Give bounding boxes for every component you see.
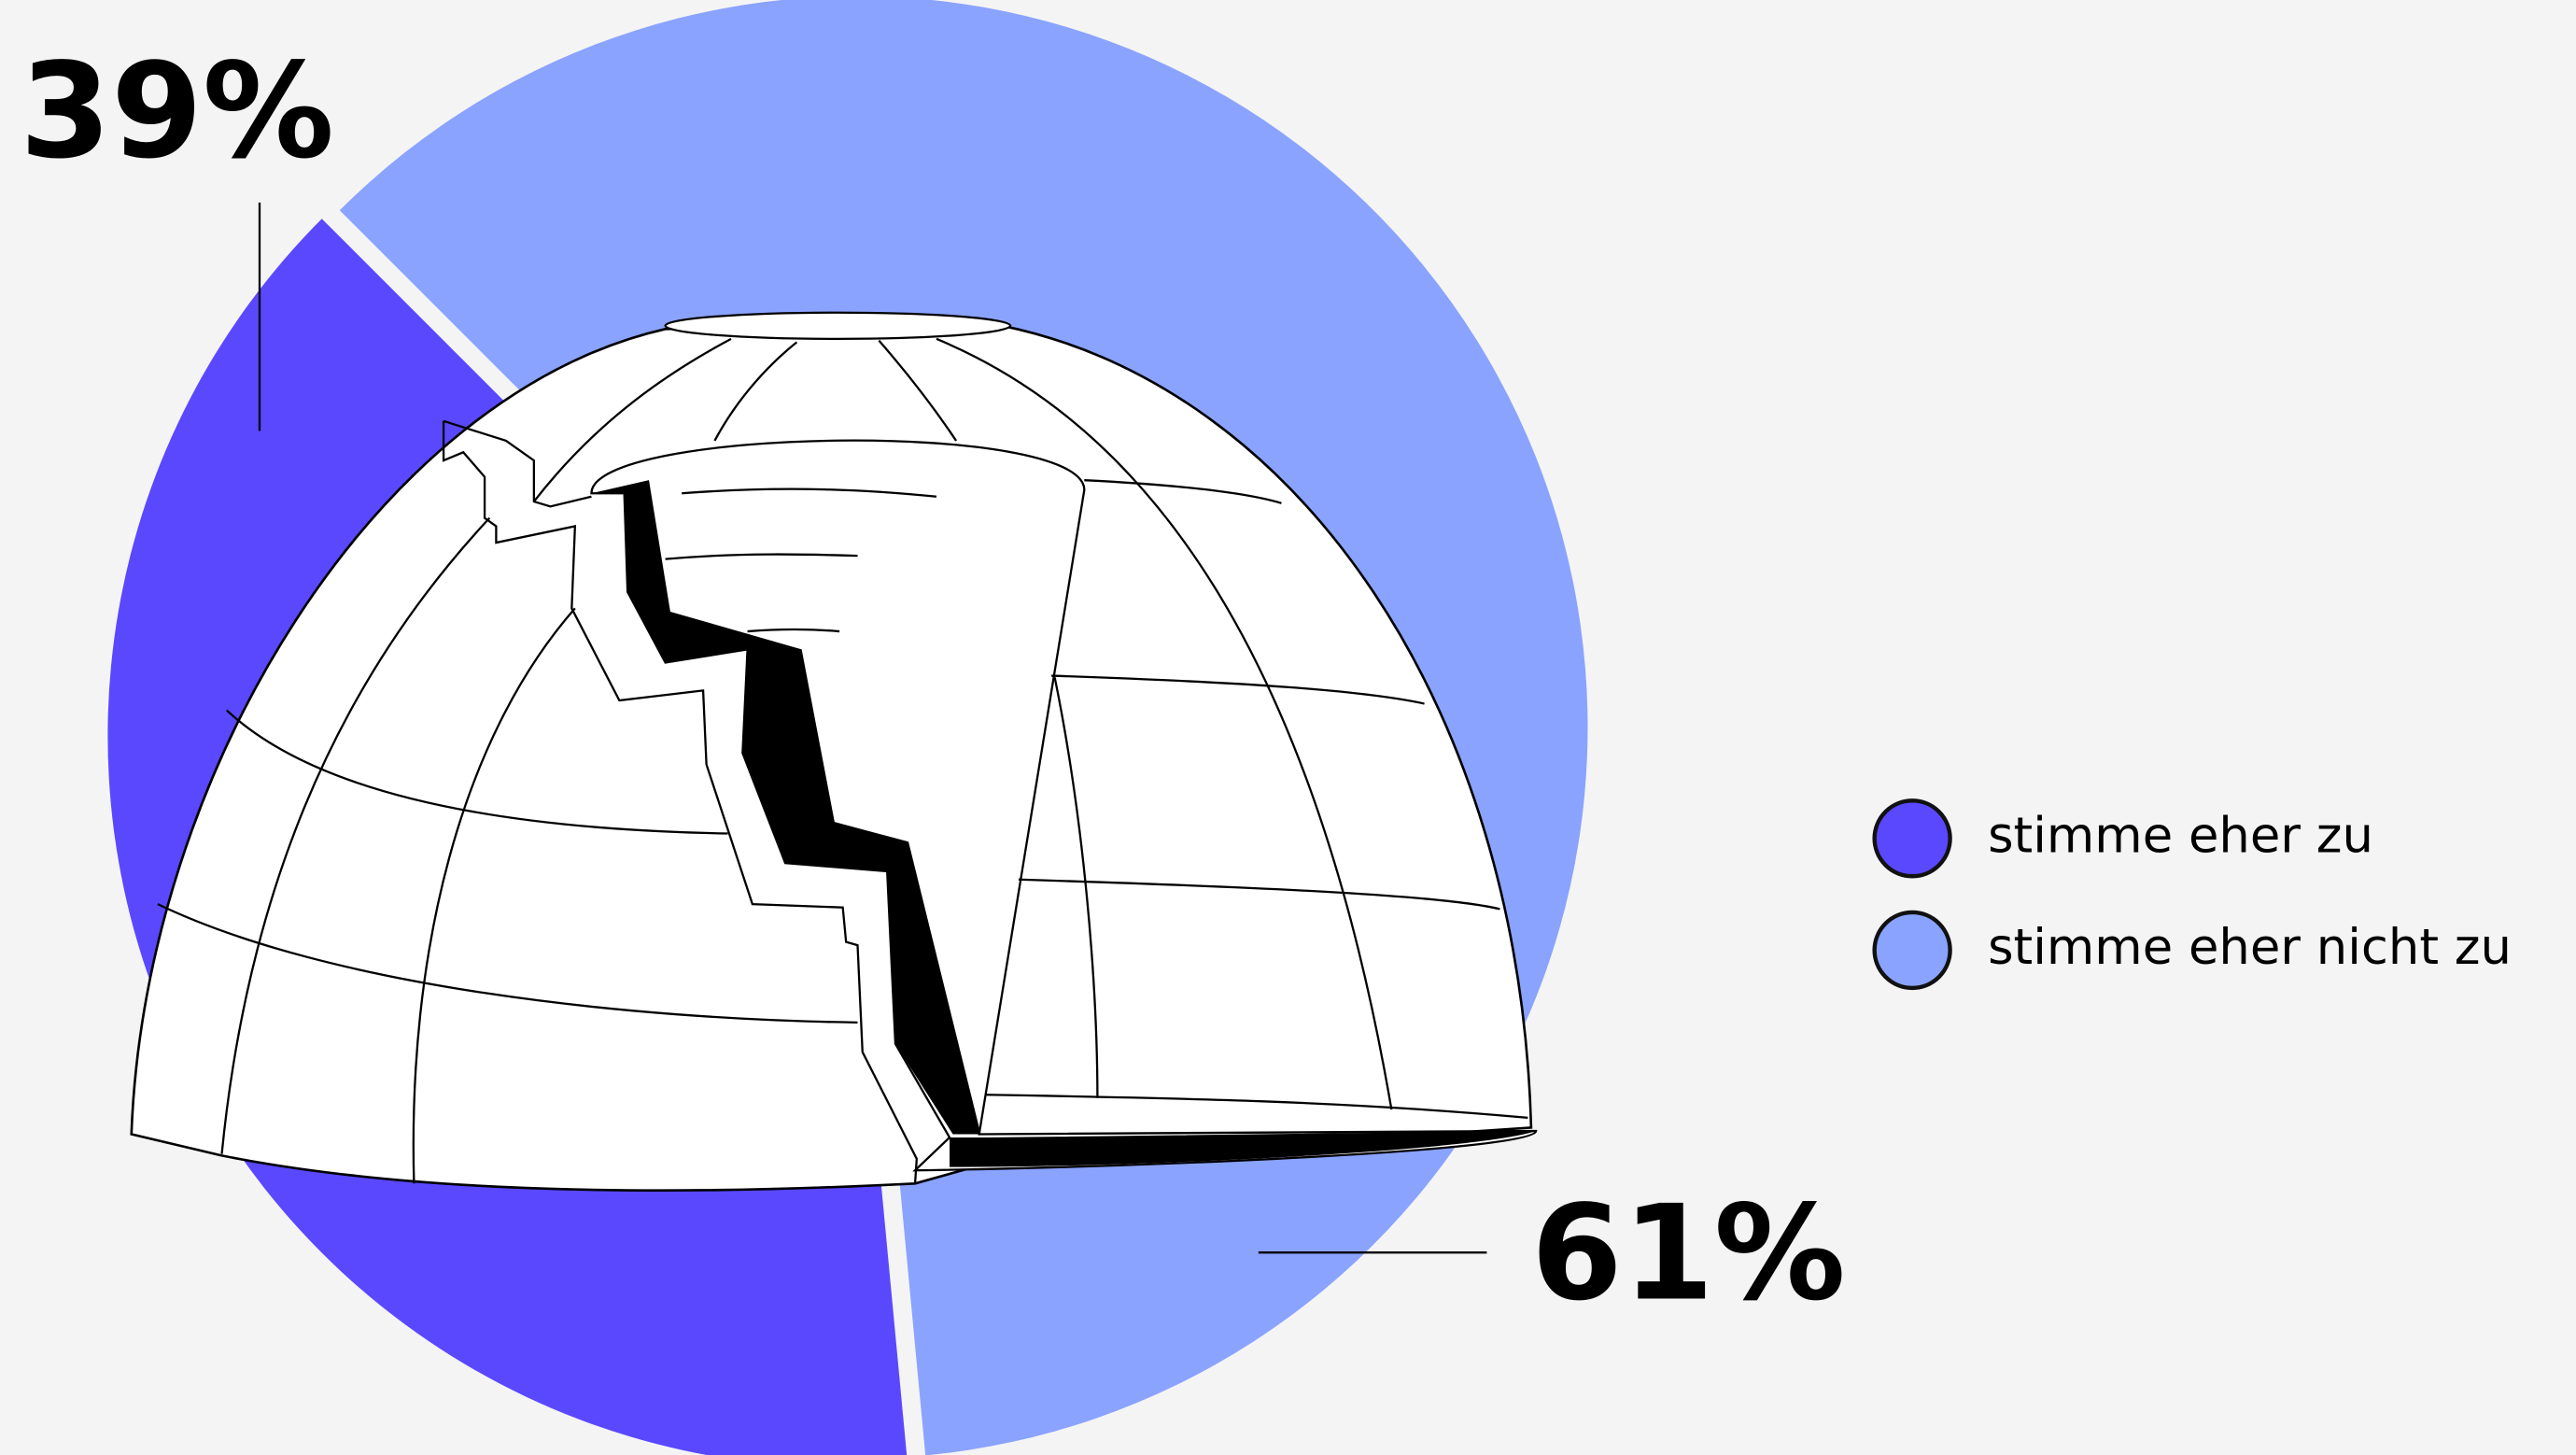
legend: stimme eher zu stimme eher nicht zu bbox=[1872, 798, 2512, 991]
legend-label: stimme eher nicht zu bbox=[1988, 919, 2512, 976]
legend-label: stimme eher zu bbox=[1988, 807, 2373, 864]
data-labels: 39% 61% bbox=[20, 35, 1846, 1331]
legend-swatch bbox=[1872, 910, 1952, 991]
data-label: 61% bbox=[1531, 1177, 1846, 1330]
legend-swatch bbox=[1872, 798, 1952, 879]
data-label: 39% bbox=[20, 35, 334, 189]
igloo-illustration bbox=[130, 311, 1538, 1193]
